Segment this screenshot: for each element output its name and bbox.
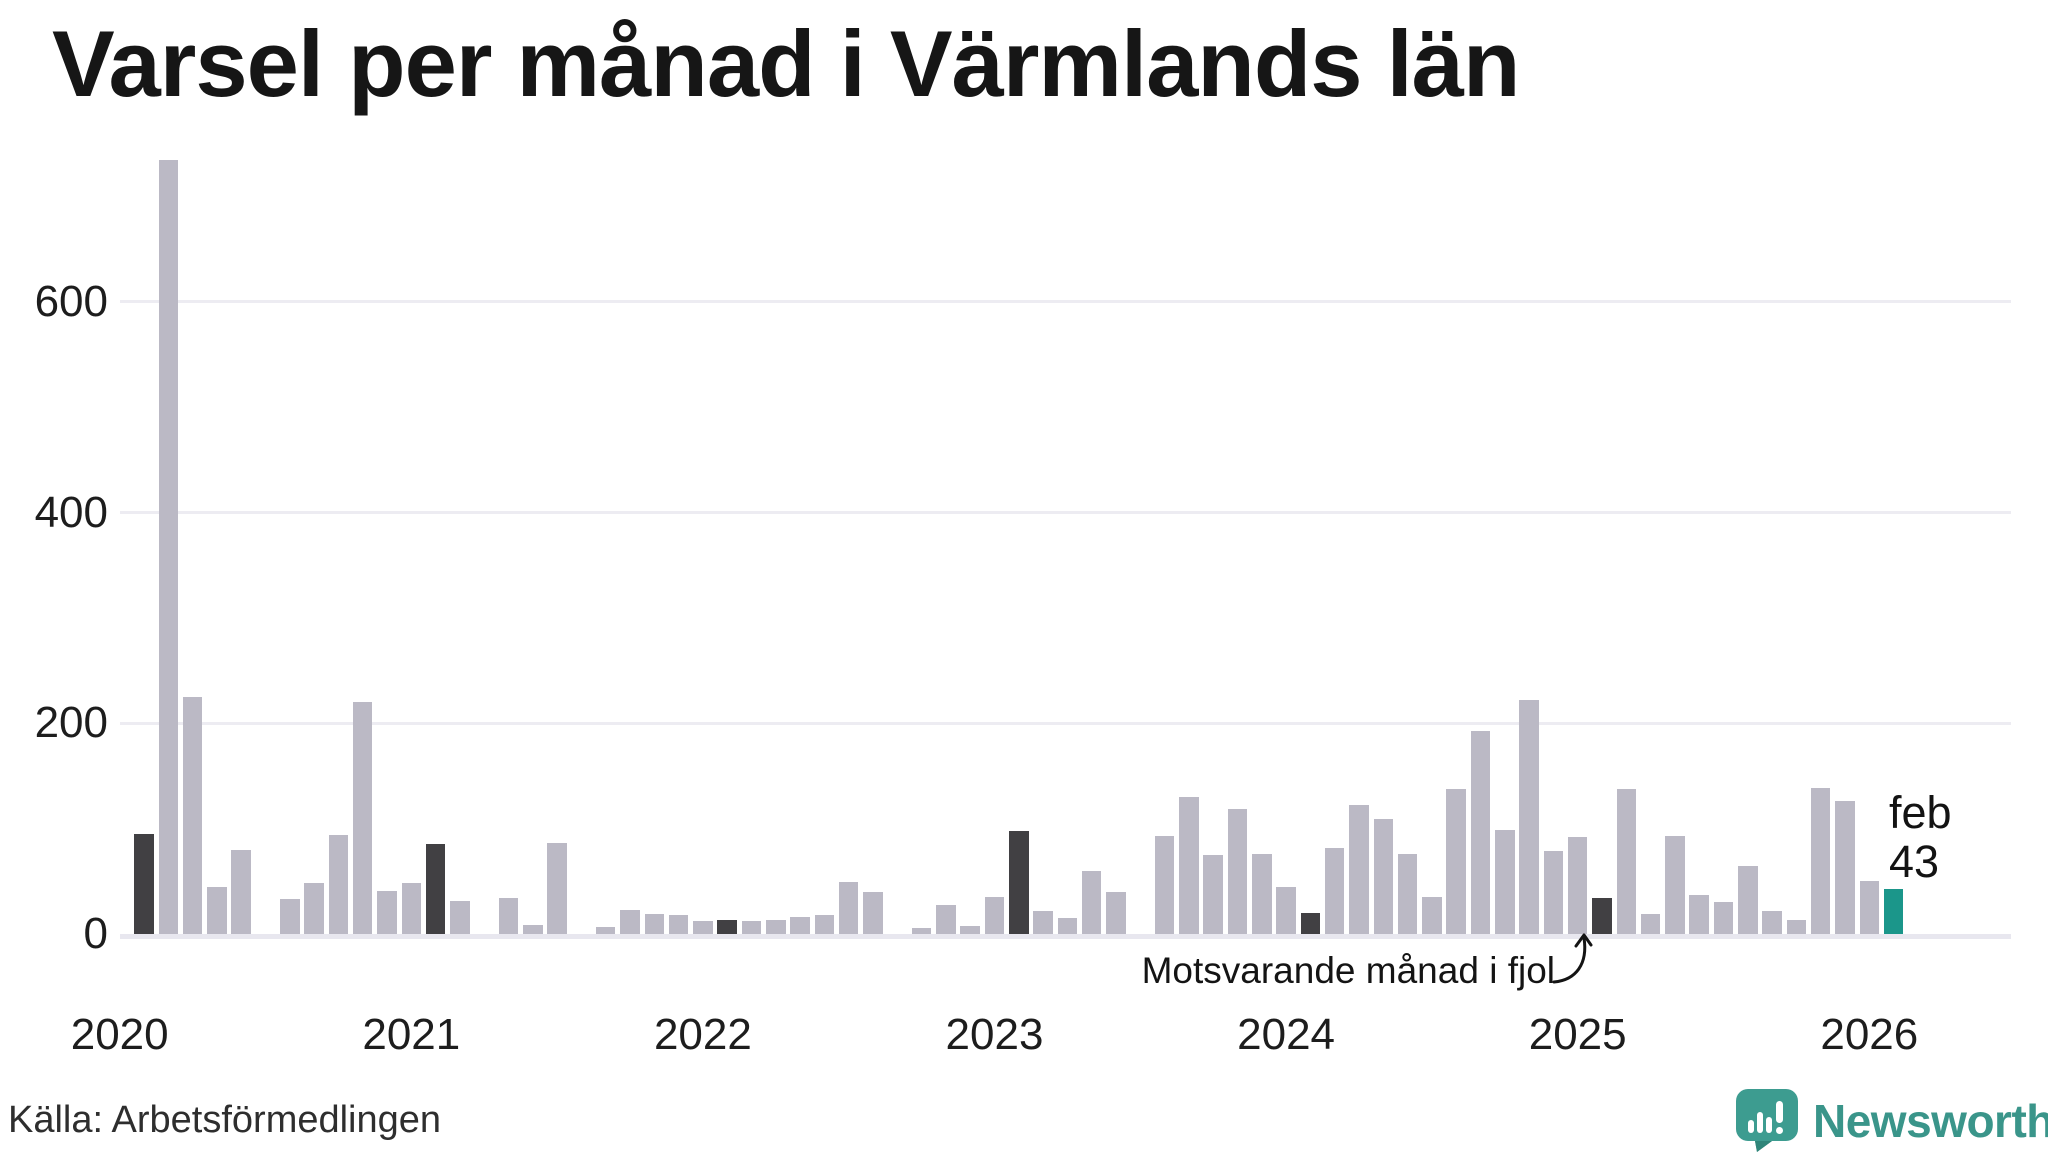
bar-aug-2020[interactable] [280,899,300,934]
bar-sep-2025[interactable] [1762,910,1782,934]
bar-okt-2022[interactable] [911,927,932,934]
bar-nov-2025[interactable] [1810,787,1831,934]
bar-jul-2025[interactable] [1713,902,1734,934]
bar-dec-2022[interactable] [960,925,980,934]
annotation-label: Motsvarande månad i fjol [1141,950,1555,991]
bar-jun-2020[interactable] [231,849,251,934]
bar-sep-2023[interactable] [1179,797,1199,934]
x-tick-label-2023: 2023 [945,1010,1044,1059]
x-tick-label-2024: 2024 [1237,1010,1336,1059]
x-tick-label-2021: 2021 [362,1010,461,1059]
bar-jan-2021[interactable] [401,883,422,934]
bar-mar-2020[interactable] [158,159,179,934]
bar-okt-2025[interactable] [1786,920,1807,934]
bar-aug-2022[interactable] [863,891,883,934]
bar-nov-2023[interactable] [1227,808,1248,934]
bar-jun-2023[interactable] [1106,891,1126,934]
current-month-value: 43 [1889,836,1940,887]
bar-dec-2023[interactable] [1252,853,1272,934]
bar-okt-2021[interactable] [620,909,640,934]
y-tick-label-200: 200 [34,698,108,748]
bar-sep-2020[interactable] [304,883,324,934]
bar-mar-2022[interactable] [741,921,762,934]
bar-mar-2021[interactable] [450,901,470,934]
bar-dec-2024[interactable] [1543,850,1564,934]
bar-feb-2024[interactable] [1300,912,1321,934]
bar-okt-2024[interactable] [1495,829,1515,934]
bar-nov-2020[interactable] [352,702,373,934]
bar-sep-2024[interactable] [1470,730,1491,934]
bar-feb-2020[interactable] [134,833,154,934]
bar-dec-2021[interactable] [668,915,689,934]
bar-apr-2023[interactable] [1057,918,1078,934]
bar-maj-2025[interactable] [1665,836,1685,934]
bar-feb-2026[interactable] [1883,888,1904,934]
bar-jul-2024[interactable] [1422,897,1442,934]
newsworthy-logo[interactable]: Newsworthy [1736,1089,2048,1152]
bar-maj-2021[interactable] [498,898,519,934]
bar-jun-2022[interactable] [814,915,835,934]
bar-feb-2023[interactable] [1009,830,1029,934]
x-tick-label-2022: 2022 [653,1010,752,1059]
bar-dec-2020[interactable] [377,890,397,934]
bar-sep-2021[interactable] [595,926,616,934]
current-month-name: feb [1889,787,1952,838]
bar-nov-2024[interactable] [1519,700,1539,934]
bar-jul-2022[interactable] [838,882,859,934]
gridline-400 [120,511,2011,515]
bar-nov-2022[interactable] [936,904,956,934]
newsworthy-logo-text: Newsworthy [1813,1094,2048,1147]
bar-apr-2025[interactable] [1640,913,1661,934]
bar-feb-2025[interactable] [1592,898,1612,934]
bar-aug-2025[interactable] [1738,865,1758,934]
bar-dec-2025[interactable] [1835,801,1855,934]
bar-aug-2024[interactable] [1446,788,1466,934]
bar-maj-2022[interactable] [790,917,810,934]
y-tick-label-0: 0 [83,909,108,958]
bar-feb-2021[interactable] [425,844,446,934]
gridline-200 [120,721,2011,725]
bar-jan-2025[interactable] [1567,837,1588,934]
y-tick-label-600: 600 [34,276,108,326]
x-axis-line [120,934,2011,939]
bar-mar-2023[interactable] [1033,910,1053,934]
bar-jan-2023[interactable] [984,897,1005,934]
x-tick-label-2025: 2025 [1528,1010,1627,1059]
chart-title: Varsel per månad i Värmlands län [52,11,1520,116]
x-tick-label-2020: 2020 [70,1010,169,1059]
bar-maj-2024[interactable] [1373,819,1394,934]
source-caption: Källa: Arbetsförmedlingen [8,1099,442,1141]
gridline-600 [120,300,2011,304]
bar-apr-2024[interactable] [1349,805,1369,934]
bar-jan-2024[interactable] [1276,886,1296,934]
bar-jun-2021[interactable] [523,924,543,934]
bar-feb-2022[interactable] [717,920,737,934]
bar-aug-2023[interactable] [1154,836,1175,934]
bar-maj-2023[interactable] [1081,870,1102,934]
bar-apr-2022[interactable] [766,920,786,934]
bar-maj-2020[interactable] [207,886,227,934]
bar-apr-2020[interactable] [182,696,203,934]
bar-okt-2023[interactable] [1203,854,1223,934]
newsworthy-bubble-chart-icon [1736,1089,1798,1152]
bar-nov-2021[interactable] [644,913,665,934]
bar-jan-2022[interactable] [693,921,713,934]
bar-okt-2020[interactable] [328,834,349,934]
x-tick-label-2026: 2026 [1820,1010,1919,1059]
annotation-arrow-icon [1552,933,1593,984]
y-tick-label-400: 400 [34,487,108,537]
bar-mar-2024[interactable] [1324,847,1345,934]
bar-jul-2021[interactable] [547,843,567,934]
bar-jun-2024[interactable] [1397,853,1418,934]
current-month-value-label: feb 43 [1889,788,1952,886]
bar-jun-2025[interactable] [1689,895,1709,934]
bar-jan-2026[interactable] [1859,881,1880,934]
bar-mar-2025[interactable] [1616,788,1637,934]
